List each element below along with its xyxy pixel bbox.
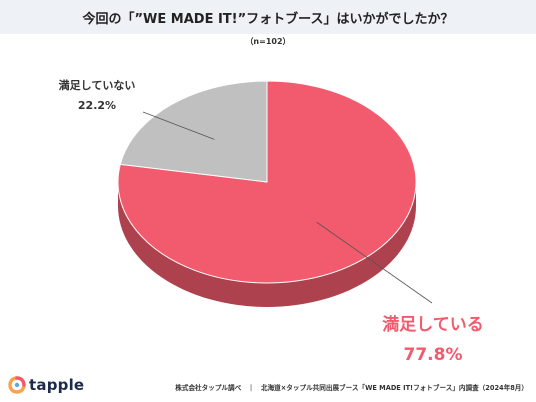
tapple-logo-icon	[8, 376, 26, 394]
slice-value-2: 22.2%	[78, 99, 116, 112]
slice-value-1: 77.8%	[404, 345, 463, 365]
source-note: 株式会社タップル調べ ｜ 北海道×タップル共同出展ブース「WE MADE IT!…	[175, 384, 528, 392]
leader-line-1	[316, 221, 433, 304]
pie-side-1	[118, 182, 416, 307]
slice-label-2: 満足していない	[59, 78, 136, 92]
title-bar: 今回の「”WE MADE IT!”フォトブース」はいかがでしたか？	[0, 0, 536, 34]
logo-text: tapple	[29, 376, 85, 394]
slice-label-1: 満足している	[382, 314, 484, 335]
chart-title: 今回の「”WE MADE IT!”フォトブース」はいかがでしたか？	[82, 12, 454, 27]
sample-size: （n=102）	[245, 37, 291, 46]
leader-line-2	[142, 111, 215, 140]
brand-logo: tapple	[8, 376, 84, 394]
